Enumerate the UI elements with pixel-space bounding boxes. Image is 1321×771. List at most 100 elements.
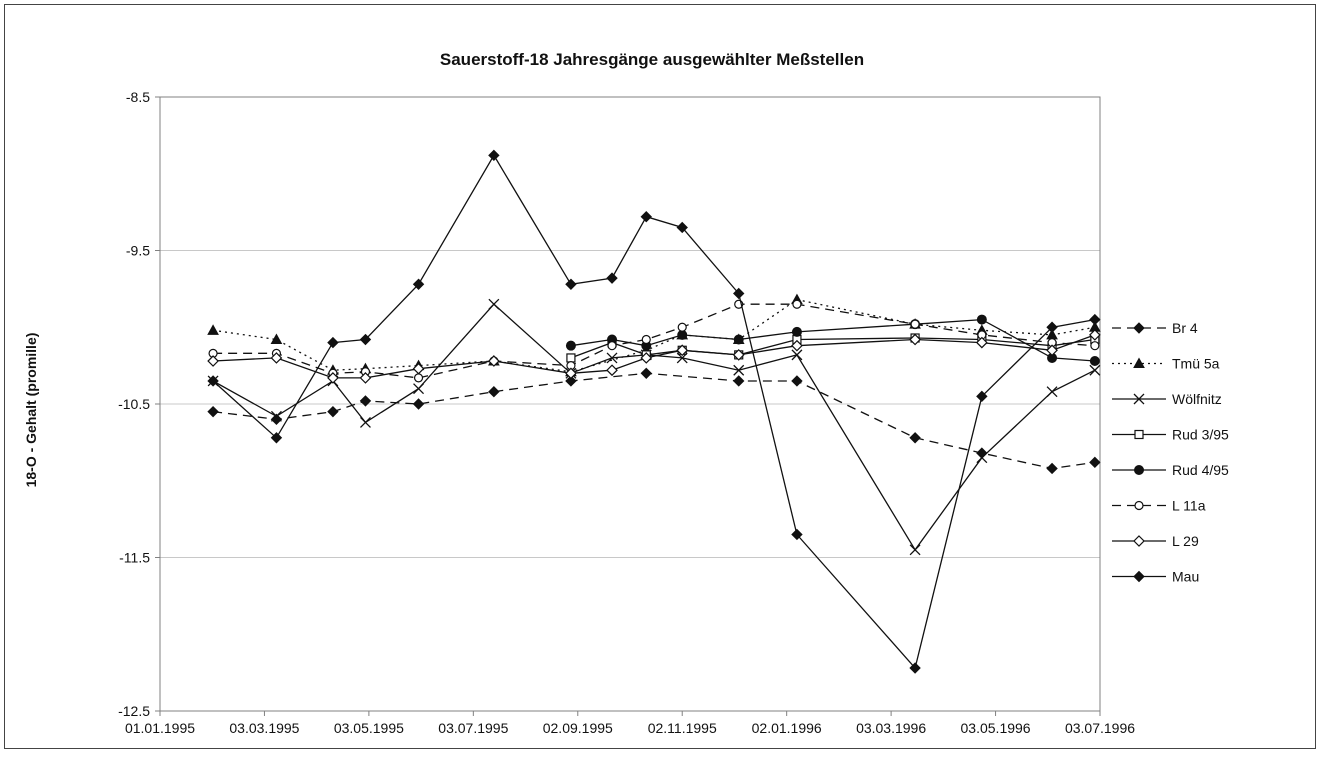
data-point — [1046, 321, 1058, 333]
data-point — [976, 452, 988, 464]
data-point — [976, 314, 987, 325]
data-point — [412, 278, 425, 290]
legend-marker — [1133, 535, 1145, 547]
legend-item: Tmü 5a — [1112, 356, 1220, 372]
data-point — [733, 364, 745, 376]
chart-frame — [4, 4, 1316, 749]
legend: Br 4 Tmü 5a Wölfnitz Rud 3/95 Rud 4/95 L 11a L… — [1112, 320, 1229, 585]
legend-marker — [1133, 322, 1145, 334]
legend-label: Rud 3/95 — [1172, 427, 1229, 443]
data-point — [207, 405, 219, 418]
series-group — [207, 149, 1101, 674]
legend-label: L 29 — [1172, 533, 1199, 549]
data-point — [565, 278, 577, 290]
legend-item: L 11a — [1112, 498, 1206, 514]
data-point — [1089, 456, 1101, 469]
data-point — [909, 432, 921, 444]
y-tick-label: -12.5 — [118, 703, 150, 719]
x-tick-label: 02.01.1996 — [752, 720, 822, 736]
data-point — [359, 372, 372, 384]
data-point — [733, 287, 745, 300]
data-point — [733, 375, 745, 387]
x-tick-label: 02.11.1995 — [648, 720, 717, 736]
legend-marker — [1134, 465, 1144, 475]
y-tick-label: -11.5 — [119, 550, 150, 566]
series-line — [213, 303, 1095, 379]
data-point — [565, 375, 577, 387]
data-point — [909, 662, 921, 674]
data-point — [791, 349, 803, 361]
legend-marker — [1134, 429, 1144, 440]
data-point — [909, 333, 921, 346]
data-point — [676, 344, 689, 357]
data-point — [270, 413, 283, 426]
legend-item: Br 4 — [1112, 320, 1198, 336]
data-point — [207, 355, 219, 367]
legend-label: Mau — [1172, 569, 1199, 585]
legend-item: Rud 4/95 — [1112, 462, 1229, 478]
data-point — [565, 367, 577, 380]
legend-marker — [1134, 500, 1144, 511]
series-l-29 — [207, 329, 1101, 384]
gridlines — [160, 250, 1100, 558]
data-point — [488, 298, 500, 310]
series-line — [570, 337, 1095, 359]
data-point — [909, 544, 921, 556]
data-point — [270, 432, 283, 444]
data-point — [641, 334, 651, 345]
data-point — [976, 336, 988, 349]
legend-label: Rud 4/95 — [1172, 462, 1229, 478]
x-tick-label: 03.07.1996 — [1065, 720, 1135, 736]
legend-label: Br 4 — [1172, 320, 1198, 336]
data-point — [270, 333, 283, 345]
x-axis-ticks: 01.01.1995 03.03.1995 03.05.1995 03.07.1995… — [125, 711, 1135, 736]
data-point — [607, 341, 617, 351]
x-tick-label: 02.09.1995 — [543, 720, 613, 736]
data-point — [791, 375, 803, 387]
legend-item: L 29 — [1112, 533, 1199, 549]
legend-label: Tmü 5a — [1172, 356, 1220, 372]
data-point — [207, 375, 219, 387]
data-point — [1046, 462, 1058, 475]
series-line — [213, 372, 1095, 470]
x-tick-label: 03.03.1995 — [229, 720, 299, 736]
data-point — [360, 416, 371, 428]
y-tick-label: -9.5 — [126, 243, 150, 259]
series-line — [212, 303, 1096, 551]
data-point — [488, 386, 500, 398]
data-point — [270, 410, 282, 422]
x-tick-label: 03.07.1995 — [438, 720, 508, 736]
series-line — [213, 298, 1096, 373]
data-point — [412, 398, 425, 410]
y-tick-label: -8.5 — [126, 89, 150, 105]
data-point — [566, 353, 576, 363]
data-point — [413, 383, 425, 395]
data-point — [1046, 344, 1058, 357]
data-point — [1090, 341, 1100, 351]
y-axis-ticks: -8.5 -9.5 -10.5 -11.5 -12.5 — [118, 89, 160, 719]
legend-item: Wölfnitz — [1112, 391, 1222, 407]
data-point — [413, 373, 424, 383]
data-point — [1089, 313, 1101, 326]
data-point — [976, 447, 988, 459]
legend-label: L 11a — [1172, 498, 1206, 514]
legend-item: Mau — [1112, 569, 1199, 585]
y-tick-label: -10.5 — [118, 396, 150, 412]
data-point — [359, 395, 372, 407]
legend-marker — [1133, 357, 1145, 368]
data-point — [640, 352, 653, 364]
legend-marker — [1133, 393, 1145, 405]
data-point — [606, 352, 618, 364]
data-point — [1089, 329, 1101, 341]
data-point — [207, 324, 219, 335]
data-point — [732, 349, 745, 361]
data-point — [910, 319, 920, 329]
legend-label: Wölfnitz — [1172, 391, 1222, 407]
data-point — [640, 367, 652, 380]
data-point — [606, 364, 618, 377]
data-point — [270, 352, 283, 364]
data-point — [676, 221, 688, 234]
series-mau — [207, 149, 1101, 674]
data-point — [488, 149, 500, 162]
